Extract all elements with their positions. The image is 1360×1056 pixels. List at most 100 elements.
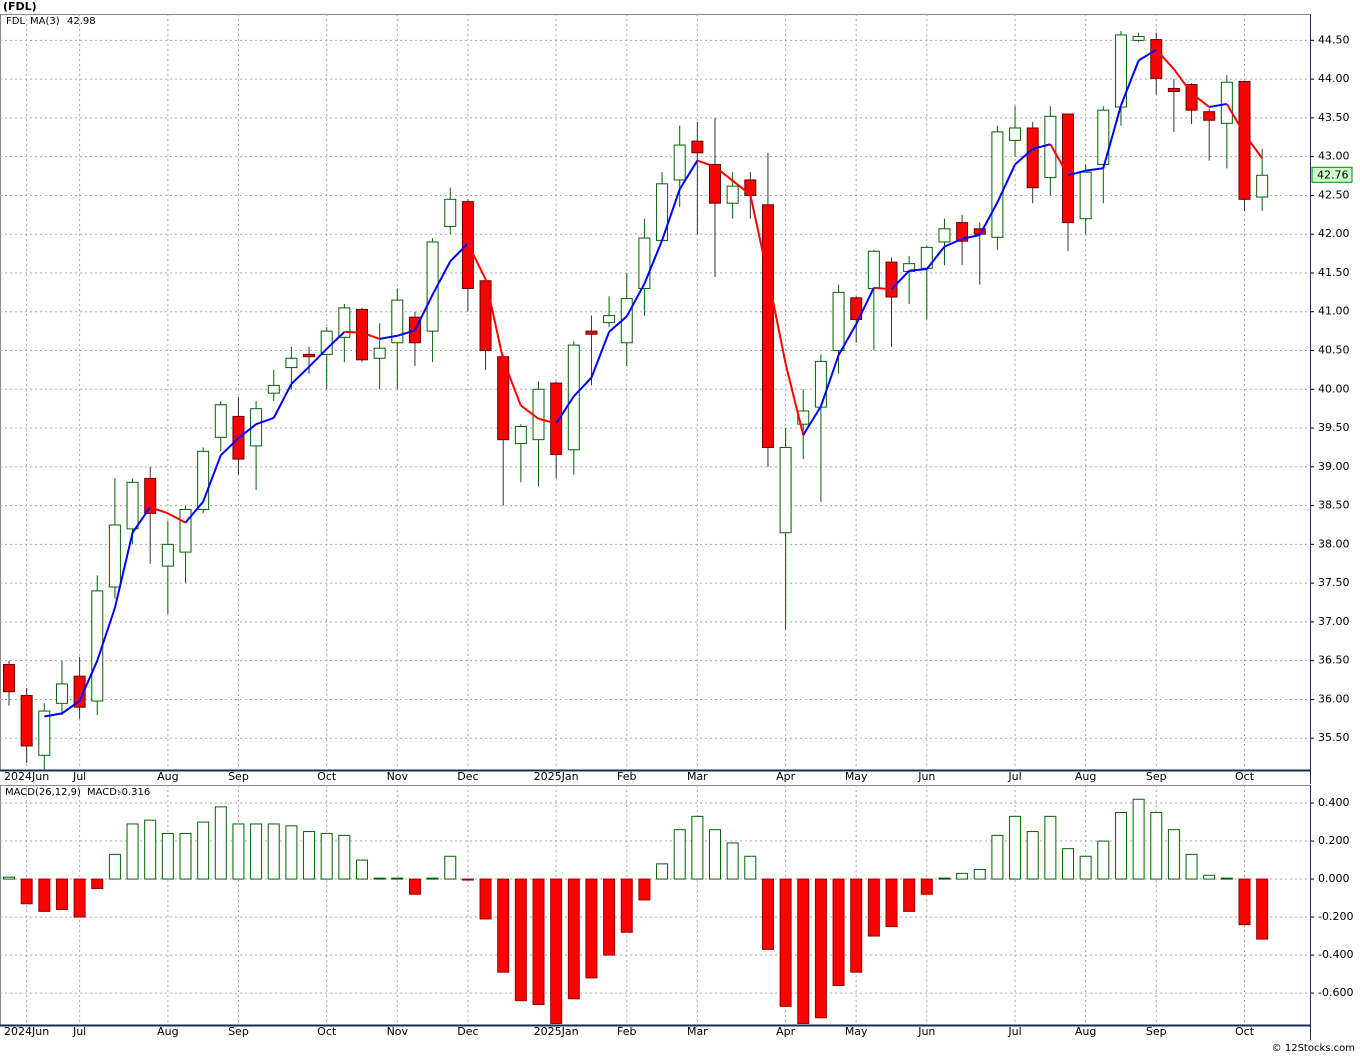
ma-segment <box>1049 143 1069 176</box>
macd-bar <box>55 878 68 910</box>
macd-bar <box>550 878 563 1024</box>
ma-segment <box>520 404 540 420</box>
last-value-label: 42.76 <box>1317 168 1349 181</box>
ma-segment <box>467 243 487 280</box>
ma-segment <box>1173 68 1193 94</box>
ma-segment <box>361 331 380 340</box>
x-tick-label: Jul <box>72 770 86 783</box>
candle-body <box>161 543 174 567</box>
candle-body <box>761 204 774 448</box>
x-tick-label: Jul <box>72 1025 86 1038</box>
ma-segment <box>802 405 822 436</box>
macd-bar <box>250 823 263 880</box>
macd-bar <box>426 877 439 880</box>
ma-segment <box>272 383 293 419</box>
y-tick-label: 41.50 <box>1318 266 1350 279</box>
candle-body <box>444 198 457 227</box>
x-tick-label: Feb <box>617 1025 636 1038</box>
y-tick-label: 43.00 <box>1318 150 1350 163</box>
ma-segment <box>308 348 328 368</box>
macd-bar <box>214 806 227 880</box>
ma-segment <box>909 268 927 272</box>
macd-bar <box>656 863 669 880</box>
macd-bar <box>444 855 457 880</box>
y-tick-label: 35.50 <box>1318 731 1350 744</box>
macd-bar <box>1026 831 1039 880</box>
candle-body <box>956 222 969 242</box>
candle-body <box>585 330 598 335</box>
candle-body <box>1026 127 1039 189</box>
macd-bar <box>761 878 774 950</box>
ma-segment <box>220 437 240 456</box>
candle-body <box>1220 81 1233 124</box>
ma-segment <box>661 188 681 241</box>
ma-segment <box>714 165 734 182</box>
ma-segment <box>149 506 169 515</box>
macd-bar <box>1079 855 1092 880</box>
macd-bar <box>1062 848 1074 880</box>
macd-bar <box>161 832 174 880</box>
macd-bar <box>1220 877 1233 880</box>
ma-segment <box>1138 48 1157 62</box>
macd-bar <box>620 878 633 933</box>
chart-title: (FDL) <box>3 0 37 13</box>
legend-name: FDL <box>6 16 25 27</box>
ma-segment <box>344 330 363 334</box>
candle-body <box>214 404 227 438</box>
ma-segment <box>749 194 769 277</box>
macd-bar <box>814 878 827 1019</box>
ma-segment <box>944 237 963 248</box>
y-tick-label: 37.50 <box>1318 576 1350 589</box>
macd-bar <box>338 834 351 880</box>
candle-body <box>126 481 139 530</box>
y-tick-label: 42.50 <box>1318 188 1350 201</box>
candle-body <box>726 185 739 204</box>
legend-name: MACD(26,12,9) <box>5 787 81 798</box>
macd-bar <box>938 877 951 880</box>
candle-body <box>1079 171 1092 220</box>
x-tick-label: Jul <box>1007 770 1021 783</box>
macd-bar <box>479 878 492 920</box>
macd-bar <box>391 877 404 880</box>
x-tick-label: 2024Jun <box>4 770 49 783</box>
ma-segment <box>61 700 81 715</box>
ma-segment <box>167 512 186 524</box>
candle-body <box>338 307 351 338</box>
ma-segment <box>890 269 910 290</box>
macd-bar <box>144 819 157 880</box>
macd-bar <box>320 832 333 880</box>
x-tick-label: 2024Jun <box>4 1025 49 1038</box>
candle-body <box>55 683 68 704</box>
ma-segment <box>1120 60 1140 106</box>
y-tick-label: -0.600 <box>1318 986 1353 999</box>
candle-body <box>532 388 545 441</box>
candle-body <box>638 237 651 289</box>
macd-bar <box>408 878 421 895</box>
ma-segment <box>961 234 980 240</box>
candle-body <box>691 140 704 154</box>
macd-bar <box>267 823 280 880</box>
macd-bar <box>585 878 598 979</box>
x-tick-label: Sep <box>228 1025 249 1038</box>
macd-bar <box>532 878 545 1005</box>
macd-bar <box>303 831 316 880</box>
y-tick-label: 40.50 <box>1318 344 1350 357</box>
candle-body <box>38 710 51 756</box>
y-tick-label: 0.000 <box>1318 872 1350 885</box>
x-tick-label: Nov <box>387 1025 409 1038</box>
ma-segment <box>1155 48 1175 70</box>
macd-bar <box>832 878 845 986</box>
x-tick-label: Aug <box>157 770 178 783</box>
macd-bar <box>709 829 721 880</box>
macd-bar <box>691 815 704 880</box>
legend-value: -0.316 <box>118 787 150 798</box>
x-tick-label: Jul <box>1007 1025 1021 1038</box>
ma-segment <box>131 506 152 534</box>
macd-bar <box>1114 812 1127 880</box>
x-tick-label: Jun <box>917 1025 935 1038</box>
y-tick-label: 36.50 <box>1318 654 1350 667</box>
candle-body <box>3 664 15 693</box>
candle-body <box>514 426 527 445</box>
macd-bar <box>850 878 863 973</box>
ma-segment <box>697 159 716 168</box>
